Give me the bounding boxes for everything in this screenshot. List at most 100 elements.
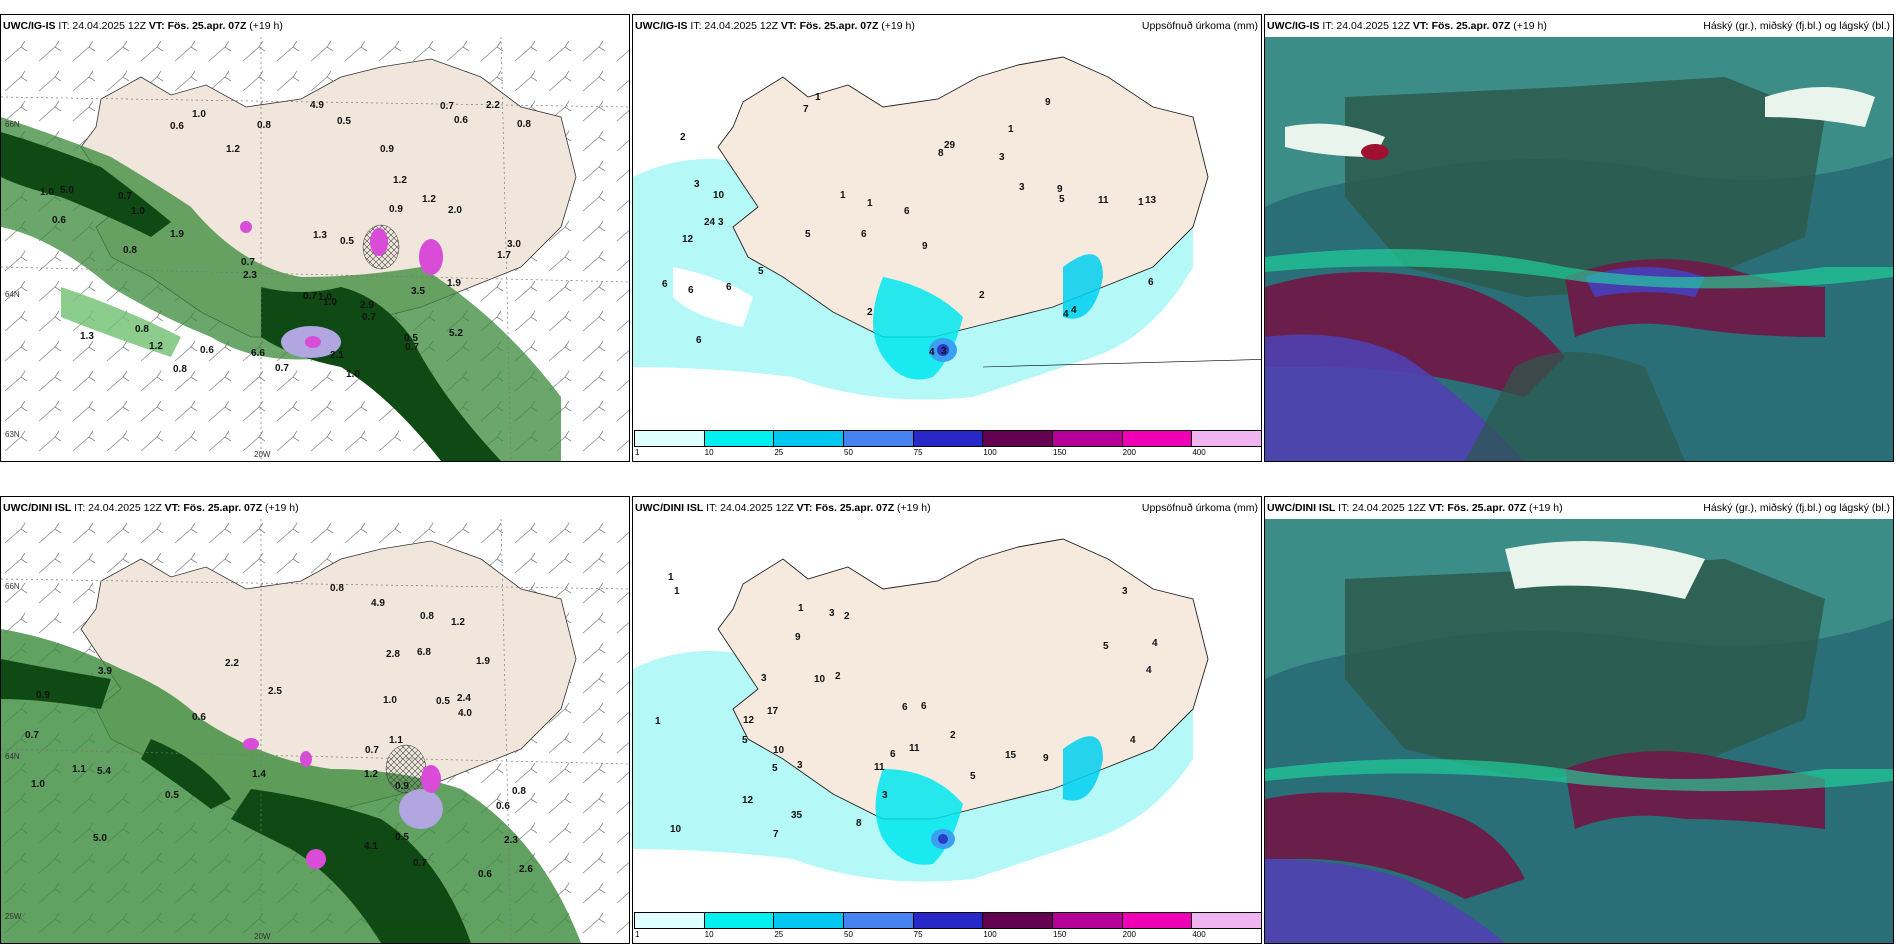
panel-subtitle: Háský (gr.), miðský (fj.bl.) og lágský (… xyxy=(1703,502,1890,514)
map-value-label: 0.6 xyxy=(454,115,468,126)
map-value-label: 1.2 xyxy=(226,144,240,155)
map-value-label: 3 xyxy=(797,760,803,771)
map-value-label: 0.8 xyxy=(123,245,137,256)
map-value-label: 0.7 xyxy=(440,101,454,112)
map-value-label: 3 xyxy=(999,152,1005,163)
panel-header: UWC/DINI ISL IT: 24.04.2025 12Z VT: Fös.… xyxy=(633,497,1261,519)
map-value-label: 0.5 xyxy=(165,790,179,801)
map-value-label: 0.7 xyxy=(365,745,379,756)
map-value-label: 6 xyxy=(861,229,867,240)
map-value-label: 1 xyxy=(798,603,804,614)
wind-map-canvas: 66N 64N 25W 20W 1.2 0.8 0.5 0.6 4.1 6.8 2.4 2.5… xyxy=(1,519,629,943)
map-value-label: 2 xyxy=(979,290,985,301)
map-value-label: 15 xyxy=(1005,750,1017,761)
map-value-label: 0.5 xyxy=(436,696,450,707)
map-value-label: 3 xyxy=(694,179,700,190)
panel-header: UWC/DINI ISL IT: 24.04.2025 12Z VT: Fös.… xyxy=(1265,497,1893,519)
map-value-label: 0.8 xyxy=(420,611,434,622)
map-value-label: 6 xyxy=(902,702,908,713)
colorbar-tick-label: 10 xyxy=(704,448,714,457)
wind-precip-map-top: UWC/IG-IS IT: 24.04.2025 12Z VT: Fös. 25… xyxy=(0,14,630,462)
colorbar-tick-label: 50 xyxy=(844,930,853,939)
map-value-label: 1.0 xyxy=(40,187,54,198)
colorbar-segment xyxy=(634,430,705,447)
map-value-label: 11 xyxy=(909,743,920,754)
map-value-label: 0.8 xyxy=(257,120,271,131)
wind-map-canvas: 66N 64N 63N 20W 1.0 0.6 0.8 0.7 1.2 2.1 1.7 1.9… xyxy=(1,37,629,461)
map-value-label: 3.9 xyxy=(98,666,112,677)
map-value-label: 1.2 xyxy=(393,175,407,186)
map-value-label: 6 xyxy=(662,279,668,290)
map-value-label: 1 xyxy=(815,92,821,103)
map-value-label: 6.8 xyxy=(417,647,431,658)
map-value-label: 9 xyxy=(922,241,928,252)
map-value-label: 1.1 xyxy=(389,735,403,746)
map-value-label: 1.0 xyxy=(383,695,397,706)
colorbar-segment xyxy=(843,430,914,447)
colorbar-segment xyxy=(912,912,984,929)
map-value-label: 1.3 xyxy=(80,331,94,342)
colorbar-segment xyxy=(843,912,914,929)
colorbar-tick-label: 25 xyxy=(774,448,784,457)
colorbar-tick-label: 75 xyxy=(913,930,923,939)
lon-label-20w: 20W xyxy=(254,932,271,941)
map-value-label: 35 xyxy=(791,810,803,821)
colorbar-tick-label: 150 xyxy=(1053,930,1067,939)
lat-label-63n: 25W xyxy=(5,912,22,921)
colorbar-tick-label: 100 xyxy=(983,448,997,457)
map-value-label: 5 xyxy=(1103,641,1109,652)
map-value-label: 4.0 xyxy=(458,708,472,719)
map-value-label: 5 xyxy=(772,763,778,774)
map-value-label: 2 xyxy=(867,307,873,318)
map-value-label: 5.0 xyxy=(93,833,107,844)
map-value-label: 7 xyxy=(773,829,779,840)
colorbar-segment xyxy=(773,912,844,929)
map-value-label: 4 xyxy=(1130,735,1136,746)
colorbar-segment xyxy=(773,430,844,447)
map-value-label: 24 xyxy=(704,217,716,228)
colorbar-tick-label: 200 xyxy=(1122,930,1137,939)
map-value-label: 1 xyxy=(655,716,661,727)
lat-label-64n: 64N xyxy=(5,290,20,299)
map-value-label: 0.7 xyxy=(25,730,39,741)
map-value-label: 11 xyxy=(874,762,885,773)
map-value-label: 0.7 xyxy=(405,342,419,353)
map-value-label: 2.6 xyxy=(519,864,533,875)
map-value-label: 1.9 xyxy=(476,656,490,667)
map-value-label: 0.7 xyxy=(303,291,317,302)
map-value-label: 4 xyxy=(1146,665,1152,676)
colorbar-segment xyxy=(912,430,984,447)
lat-label-66n: 66N xyxy=(5,120,20,129)
map-value-label: 0.7 xyxy=(413,858,427,869)
map-value-label: 3.5 xyxy=(411,286,425,297)
map-value-label: 5 xyxy=(805,229,811,240)
map-value-label: 10 xyxy=(713,190,725,201)
map-value-label: 0.6 xyxy=(478,869,492,880)
map-value-label: 0.8 xyxy=(173,364,187,375)
map-value-label: 6 xyxy=(696,335,702,346)
lat-label-64n: 64N xyxy=(5,752,20,761)
map-value-label: 1.3 xyxy=(313,230,327,241)
map-value-label: 0.5 xyxy=(340,236,354,247)
map-value-label: 1.2 xyxy=(364,769,378,780)
map-value-label: 1 xyxy=(1008,124,1014,135)
map-value-label: 8 xyxy=(856,818,862,829)
map-value-label: 2.3 xyxy=(243,270,257,281)
precip-value-labels: 1.00.60.80.7 1.22.11.71.92.31.21.31.00.71… xyxy=(40,100,531,380)
map-value-label: 9 xyxy=(1045,97,1051,108)
map-value-label: 0.5 xyxy=(404,333,418,344)
panel-subtitle: Háský (gr.), miðský (fj.bl.) og lágský (… xyxy=(1703,20,1890,32)
map-value-label: 12 xyxy=(742,795,754,806)
map-value-label: 29 xyxy=(944,140,956,151)
map-value-label: 4.1 xyxy=(364,841,378,852)
map-value-label: 3 xyxy=(718,217,724,228)
map-value-label: 4.9 xyxy=(310,100,324,111)
map-value-label: 6 xyxy=(1148,277,1154,288)
map-value-label: 3.0 xyxy=(507,239,521,250)
colorbar-tick-label: 25 xyxy=(774,930,784,939)
map-value-label: 10 xyxy=(670,824,682,835)
colorbar-segment xyxy=(1191,912,1261,929)
precip-value-labels: 1.2 0.8 0.5 0.6 4.1 6.8 2.4 2.5 2.3 0.7 1.1 0.7 1.0 0… xyxy=(25,583,533,880)
map-value-label: 2.2 xyxy=(486,100,500,111)
colorbar-segment xyxy=(703,430,775,447)
